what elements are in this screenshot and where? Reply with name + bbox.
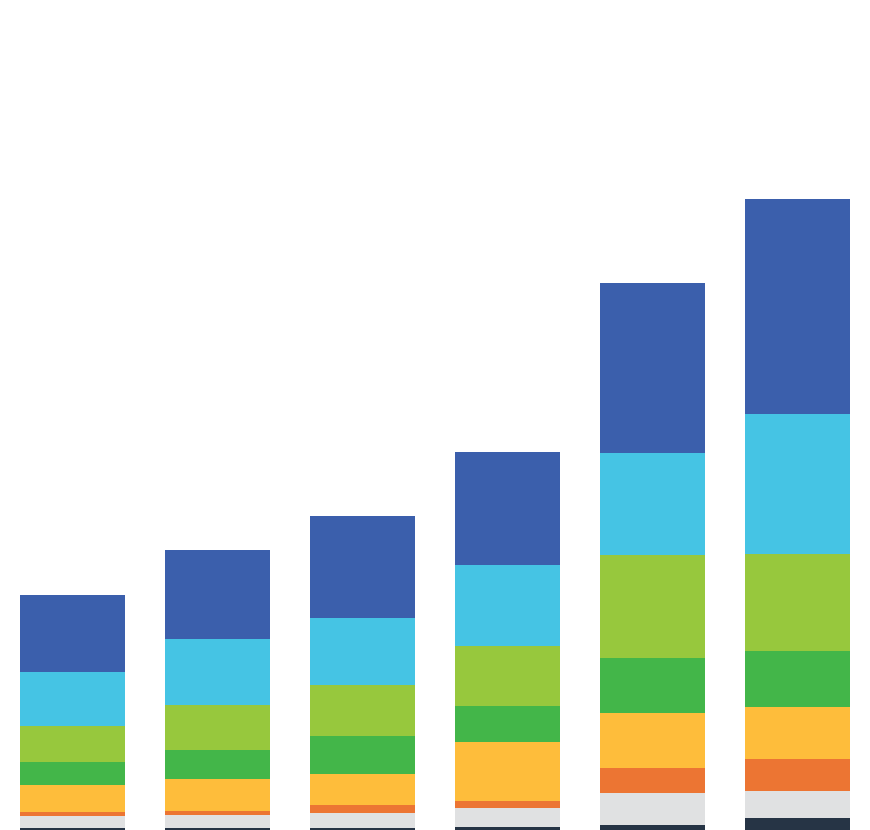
bar-segment-4-3 <box>455 801 560 808</box>
bar-segment-5-2 <box>600 793 705 825</box>
bar-segment-1-8 <box>20 595 125 672</box>
bar-segment-4-2 <box>455 808 560 827</box>
bar-segment-6-6 <box>745 554 850 651</box>
bar-segment-6-7 <box>745 414 850 554</box>
bar-segment-5-4 <box>600 713 705 768</box>
bar-segment-1-5 <box>20 762 125 785</box>
bar-segment-4-5 <box>455 706 560 742</box>
bar-segment-2-6 <box>165 705 270 750</box>
bar-segment-6-2 <box>745 791 850 818</box>
bar-segment-1-1 <box>20 828 125 830</box>
bar-segment-4-6 <box>455 646 560 706</box>
bar-segment-3-8 <box>310 516 415 618</box>
bar-segment-6-5 <box>745 651 850 707</box>
bar-segment-1-7 <box>20 672 125 726</box>
bar-segment-1-3 <box>20 812 125 816</box>
bar-segment-5-7 <box>600 453 705 555</box>
bar-segment-4-4 <box>455 742 560 801</box>
bar-segment-3-3 <box>310 805 415 813</box>
bar-segment-2-1 <box>165 828 270 830</box>
bar-segment-4-1 <box>455 827 560 830</box>
bar-segment-2-3 <box>165 811 270 815</box>
bar-segment-3-4 <box>310 774 415 805</box>
bar-segment-5-8 <box>600 283 705 453</box>
bar-segment-5-5 <box>600 658 705 713</box>
bar-segment-3-6 <box>310 685 415 736</box>
bar-segment-4-8 <box>455 452 560 565</box>
bar-segment-6-4 <box>745 707 850 759</box>
bar-segment-4-7 <box>455 565 560 646</box>
bar-segment-2-7 <box>165 639 270 705</box>
bar-segment-1-2 <box>20 816 125 828</box>
bar-segment-5-1 <box>600 825 705 830</box>
bar-segment-3-2 <box>310 813 415 828</box>
bar-segment-6-8 <box>745 199 850 414</box>
bar-segment-2-2 <box>165 815 270 828</box>
bar-segment-1-6 <box>20 726 125 762</box>
bar-segment-5-3 <box>600 768 705 793</box>
bar-segment-1-4 <box>20 785 125 812</box>
bar-segment-2-8 <box>165 550 270 639</box>
bar-segment-6-1 <box>745 818 850 830</box>
bar-segment-3-7 <box>310 618 415 685</box>
bar-segment-3-1 <box>310 828 415 830</box>
bar-segment-2-5 <box>165 750 270 779</box>
bar-segment-3-5 <box>310 736 415 774</box>
bar-segment-2-4 <box>165 779 270 811</box>
bar-segment-6-3 <box>745 759 850 791</box>
bar-segment-5-6 <box>600 555 705 658</box>
